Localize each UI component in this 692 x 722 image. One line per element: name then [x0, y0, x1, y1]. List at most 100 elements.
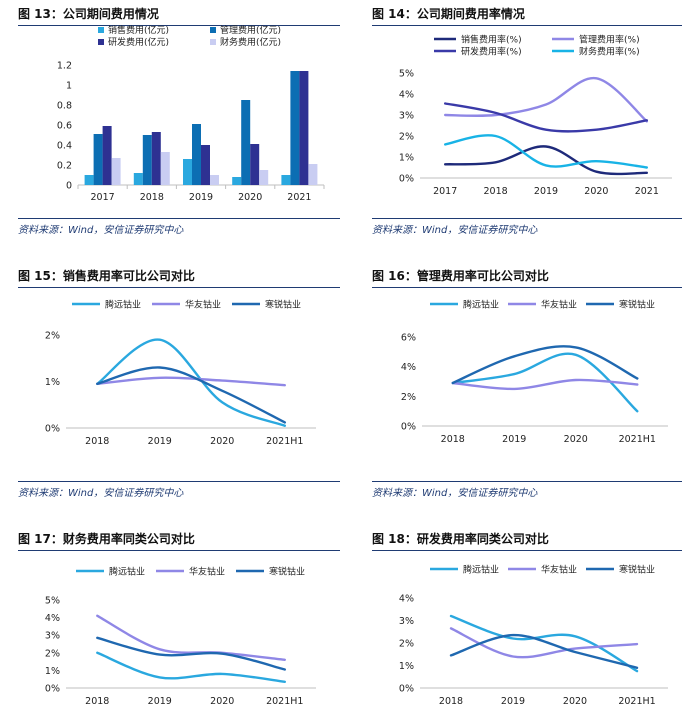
fig16-chart: 0% 2% 4% 6% 2018 2019 2020 2021H1 腾远钴业 华友钴业 寒锐钴业: [401, 299, 668, 445]
y-tick-label: 0.8: [57, 101, 72, 112]
fig13-title-rule: [18, 25, 340, 26]
fig15-source-rule: [18, 481, 340, 482]
legend-label: 财务费用(亿元): [220, 36, 281, 48]
y-tick-label: 2%: [399, 132, 414, 143]
y-tick-label: 2%: [45, 648, 60, 659]
legend-label: 管理费用率(%): [579, 34, 640, 46]
x-tick-label: 2020: [563, 696, 587, 707]
x-tick-label: 2017: [91, 192, 115, 203]
fig15-chart: 0% 1% 2% 2018 2019 2020 2021H1 腾远钴业 华友钴业 寒锐钴业: [45, 299, 316, 447]
legend-label: 销售费用(亿元): [108, 24, 169, 36]
legend-label: 研发费用(亿元): [108, 36, 169, 48]
legend-label: 财务费用率(%): [579, 46, 640, 58]
x-tick-label: 2021H1: [618, 696, 655, 707]
fig17-title: 图 17：财务费用率同类公司对比: [18, 532, 195, 546]
legend-swatch: [98, 27, 104, 33]
y-tick-label: 0.2: [57, 161, 72, 172]
fig16-title-rule: [372, 287, 682, 288]
bar: [281, 175, 291, 185]
bar: [102, 126, 112, 185]
fig17-title-rule: [18, 550, 340, 551]
legend-label: 华友钴业: [541, 299, 577, 311]
y-tick-label: 3%: [399, 111, 414, 122]
x-tick-label: 2018: [441, 434, 465, 445]
bar: [241, 100, 251, 185]
bar: [308, 164, 318, 185]
y-tick-label: 0: [66, 181, 72, 192]
x-tick-label: 2018: [85, 696, 109, 707]
x-tick-label: 2018: [85, 436, 109, 447]
panel-fig18: 图 18：研发费用率同类公司对比 0% 1% 2% 3% 4% 2018 2019 2020 2…: [372, 530, 682, 720]
legend-label: 华友钴业: [541, 564, 577, 576]
legend-label: 腾远钴业: [463, 564, 499, 576]
legend-label: 寒锐钴业: [619, 564, 655, 576]
legend-label: 寒锐钴业: [265, 299, 301, 311]
series-line: [96, 651, 286, 683]
fig18-title: 图 18：研发费用率同类公司对比: [372, 532, 549, 546]
panel-fig14: 图 14：公司期间费用率情况 0% 1% 2% 3% 4% 5% 2017 2018 2019 2…: [372, 5, 682, 245]
bar: [210, 175, 219, 185]
y-tick-label: 3%: [45, 631, 60, 642]
fig16-title: 图 16：管理费用率可比公司对比: [372, 269, 549, 283]
x-tick-label: 2020: [210, 696, 234, 707]
x-tick-label: 2019: [148, 696, 172, 707]
y-tick-label: 0%: [45, 684, 60, 695]
y-tick-label: 1%: [399, 153, 414, 164]
bar: [259, 170, 269, 185]
legend-label: 华友钴业: [189, 566, 225, 578]
legend-label: 寒锐钴业: [269, 566, 305, 578]
fig13-source: 资料来源：Wind，安信证券研究中心: [18, 225, 184, 236]
bar: [299, 71, 309, 185]
bar: [151, 132, 161, 185]
x-tick-label: 2017: [433, 186, 457, 197]
y-tick-label: 1: [66, 81, 72, 92]
bar: [93, 134, 103, 185]
x-tick-label: 2019: [148, 436, 172, 447]
legend-swatch: [210, 39, 216, 45]
fig14-title: 图 14：公司期间费用率情况: [372, 7, 525, 21]
panel-fig17: 图 17：财务费用率同类公司对比 0% 1% 2% 3% 4% 5% 2018 2019 202…: [18, 530, 340, 720]
fig14-source: 资料来源：Wind，安信证券研究中心: [372, 225, 538, 236]
fig15-title-rule: [18, 287, 340, 288]
x-tick-label: 2019: [189, 192, 213, 203]
legend-swatch: [98, 39, 104, 45]
y-tick-label: 0%: [45, 424, 60, 435]
y-tick-label: 4%: [401, 362, 416, 373]
legend-label: 腾远钴业: [109, 566, 145, 578]
fig13-title: 图 13：公司期间费用情况: [18, 7, 159, 21]
legend-swatch: [210, 27, 216, 33]
fig15-source: 资料来源：Wind，安信证券研究中心: [18, 488, 184, 499]
panel-fig13: 图 13：公司期间费用情况 0 0.2 0.4 0.6 0.8 1 1.2 2017 2018 2…: [18, 5, 340, 245]
bar: [183, 159, 192, 185]
bar: [133, 173, 143, 185]
legend-label: 华友钴业: [185, 299, 221, 311]
x-tick-label: 2021H1: [266, 436, 303, 447]
y-tick-label: 1%: [45, 666, 60, 677]
series-line: [449, 627, 639, 659]
panel-fig16: 图 16：管理费用率可比公司对比 0% 2% 4% 6% 2018 2019 2020 202…: [372, 267, 682, 502]
fig14-title-rule: [372, 25, 682, 26]
series-line: [444, 102, 648, 133]
fig13-chart: 0 0.2 0.4 0.6 0.8 1 1.2 2017 2018 2019 2020 2021 销售费…: [57, 24, 325, 203]
x-tick-label: 2018: [140, 192, 164, 203]
x-tick-label: 2019: [534, 186, 558, 197]
y-tick-label: 3%: [399, 616, 414, 627]
y-tick-label: 4%: [399, 594, 414, 605]
legend-label: 腾远钴业: [105, 299, 141, 311]
y-tick-label: 0.6: [57, 121, 72, 132]
y-tick-label: 0%: [399, 684, 414, 695]
series-line: [444, 77, 648, 123]
fig14-chart: 0% 1% 2% 3% 4% 5% 2017 2018 2019 2020 2021 销售费用率(%)…: [399, 34, 672, 197]
legend-label: 研发费用率(%): [461, 46, 522, 58]
y-tick-label: 2%: [401, 392, 416, 403]
x-tick-label: 2019: [501, 696, 525, 707]
series-line: [449, 614, 639, 673]
x-tick-label: 2018: [439, 696, 463, 707]
fig15-title: 图 15：销售费用率可比公司对比: [18, 269, 195, 283]
x-tick-label: 2021H1: [266, 696, 303, 707]
series-line: [96, 338, 286, 427]
fig13-source-rule: [18, 218, 340, 219]
fig14-source-rule: [372, 218, 682, 219]
legend-label: 寒锐钴业: [619, 299, 655, 311]
bar: [201, 145, 210, 185]
